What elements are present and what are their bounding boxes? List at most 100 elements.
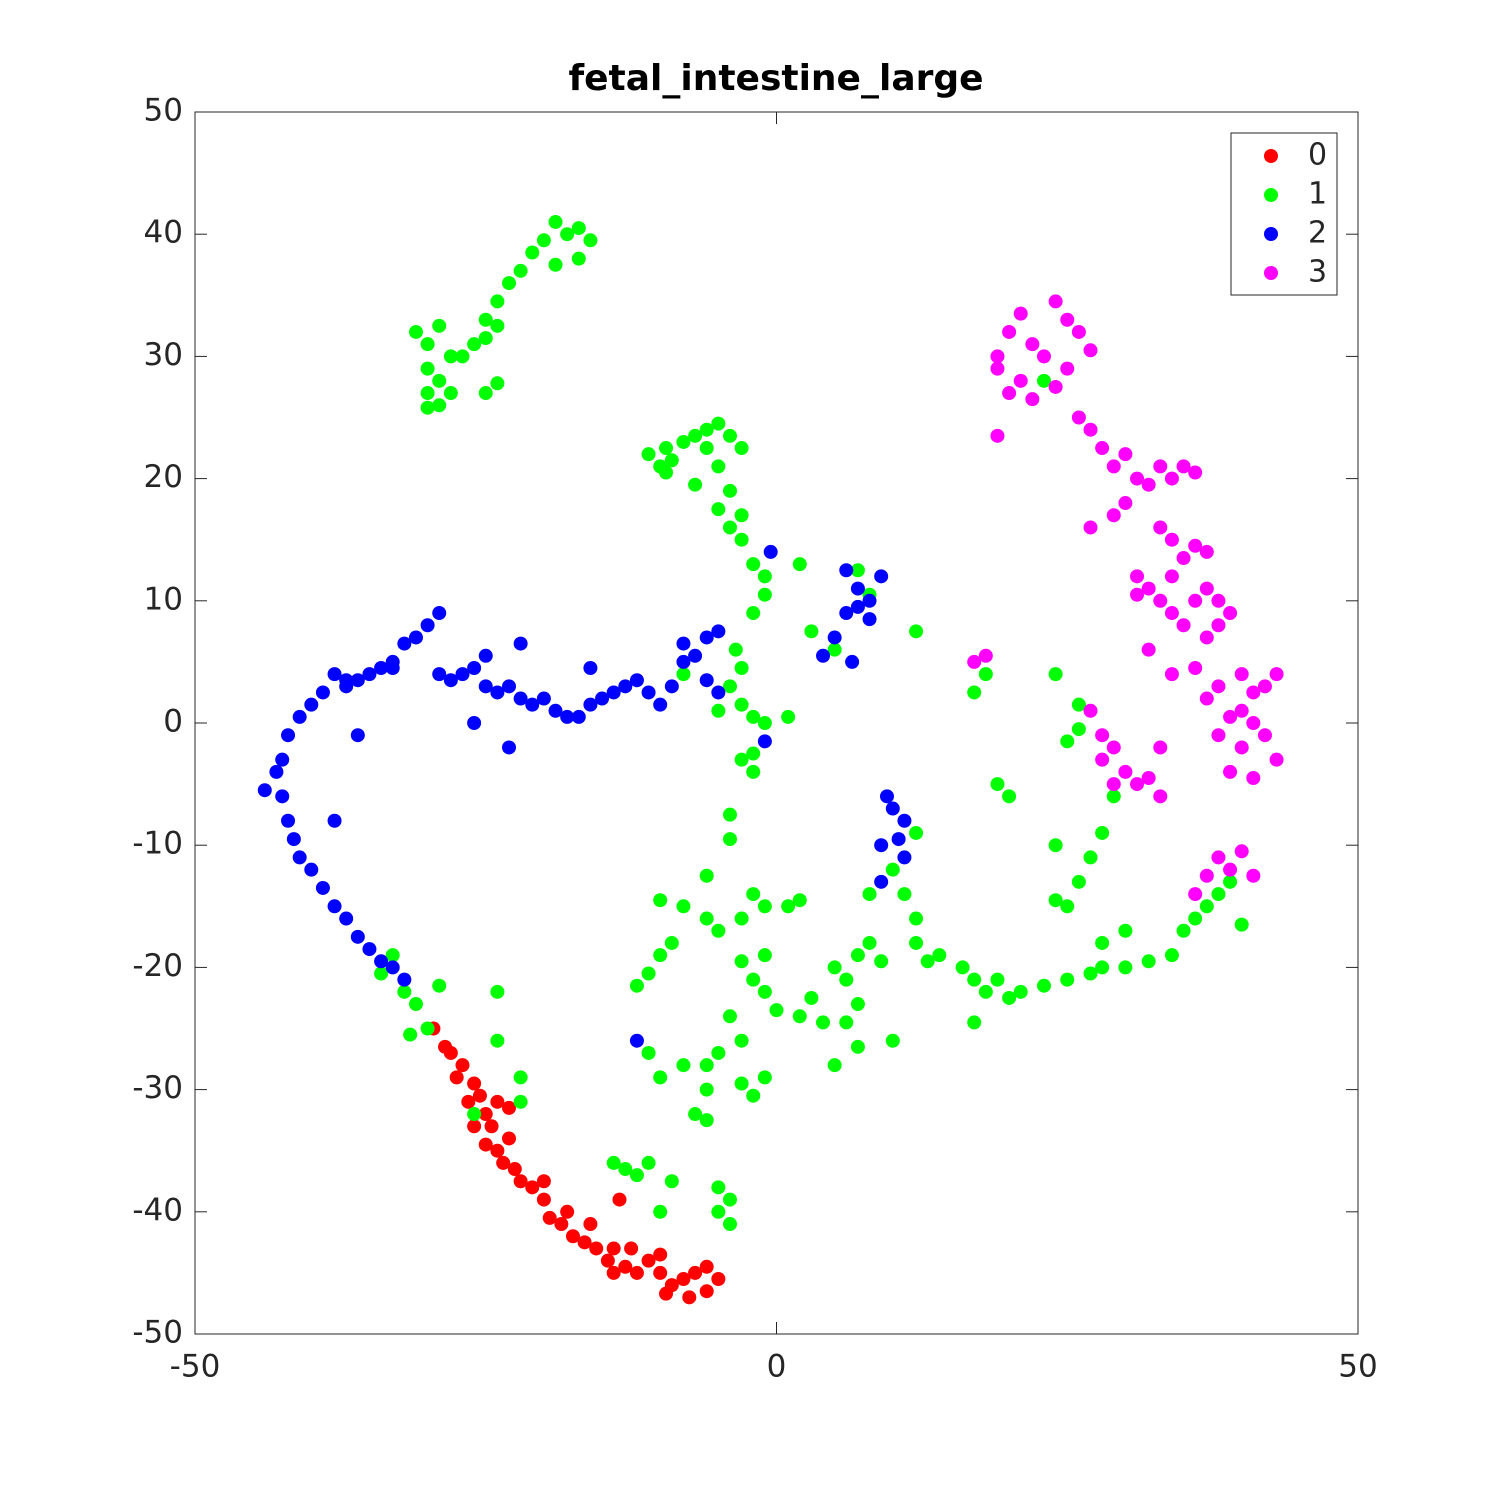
point [1048, 667, 1063, 682]
point [269, 764, 284, 779]
point [455, 349, 470, 364]
point [839, 972, 854, 987]
point [1036, 373, 1051, 388]
point [443, 349, 458, 364]
point [722, 1217, 737, 1232]
point [525, 697, 540, 712]
point [281, 813, 296, 828]
point [536, 691, 551, 706]
point [420, 400, 435, 415]
point [885, 801, 900, 816]
point [1130, 569, 1145, 584]
point [1083, 520, 1098, 535]
point [1095, 825, 1110, 840]
point [490, 376, 505, 391]
point [339, 911, 354, 926]
point [554, 1217, 569, 1232]
point [659, 465, 674, 480]
point [1153, 740, 1168, 755]
point [490, 1094, 505, 1109]
point [490, 318, 505, 333]
point [711, 502, 726, 517]
point [885, 862, 900, 877]
point [467, 1076, 482, 1091]
point [1095, 728, 1110, 743]
point [467, 337, 482, 352]
point [699, 441, 714, 456]
point [1025, 392, 1040, 407]
point [502, 679, 517, 694]
point [1141, 954, 1156, 969]
y-tick-label: 40 [144, 215, 183, 251]
y-tick-label: -50 [132, 1315, 183, 1351]
point [560, 709, 575, 724]
point [1188, 911, 1203, 926]
point [1060, 972, 1075, 987]
point [1199, 544, 1214, 559]
point [490, 294, 505, 309]
point [1176, 923, 1191, 938]
point [408, 324, 423, 339]
point [699, 868, 714, 883]
point [502, 1100, 517, 1115]
point [1036, 349, 1051, 364]
point [769, 1003, 784, 1018]
point [618, 679, 633, 694]
point [420, 337, 435, 352]
point [850, 581, 865, 596]
point [1002, 324, 1017, 339]
point [641, 1045, 656, 1060]
point [699, 1113, 714, 1128]
point [1083, 966, 1098, 981]
point [403, 1027, 418, 1042]
point [722, 1009, 737, 1024]
point [1234, 917, 1249, 932]
point [350, 728, 365, 743]
point [885, 1033, 900, 1048]
point [513, 1174, 528, 1189]
point [589, 1241, 604, 1256]
point [909, 911, 924, 926]
point [595, 691, 610, 706]
point [990, 972, 1005, 987]
point [850, 563, 865, 578]
point [1141, 642, 1156, 657]
point [350, 673, 365, 688]
point [1141, 477, 1156, 492]
point [618, 1259, 633, 1274]
point [757, 734, 772, 749]
point [281, 728, 296, 743]
legend-label: 1 [1308, 177, 1327, 212]
point [653, 1247, 668, 1262]
point [781, 709, 796, 724]
point [1130, 587, 1145, 602]
series [426, 1021, 726, 1305]
point [275, 789, 290, 804]
point [629, 673, 644, 688]
point [1071, 722, 1086, 737]
point [606, 1155, 621, 1170]
point [781, 899, 796, 914]
point [1246, 868, 1261, 883]
point [711, 923, 726, 938]
point [1036, 978, 1051, 993]
point [513, 691, 528, 706]
point [659, 441, 674, 456]
point [757, 948, 772, 963]
point [502, 276, 517, 291]
point [1153, 459, 1168, 474]
point [1071, 324, 1086, 339]
point [897, 887, 912, 902]
point [891, 832, 906, 847]
point [583, 1217, 598, 1232]
point [1223, 874, 1238, 889]
point [792, 557, 807, 572]
point [978, 648, 993, 663]
point [1234, 844, 1249, 859]
point [845, 654, 860, 669]
point [1083, 703, 1098, 718]
point [967, 972, 982, 987]
point [804, 624, 819, 639]
point [1106, 508, 1121, 523]
